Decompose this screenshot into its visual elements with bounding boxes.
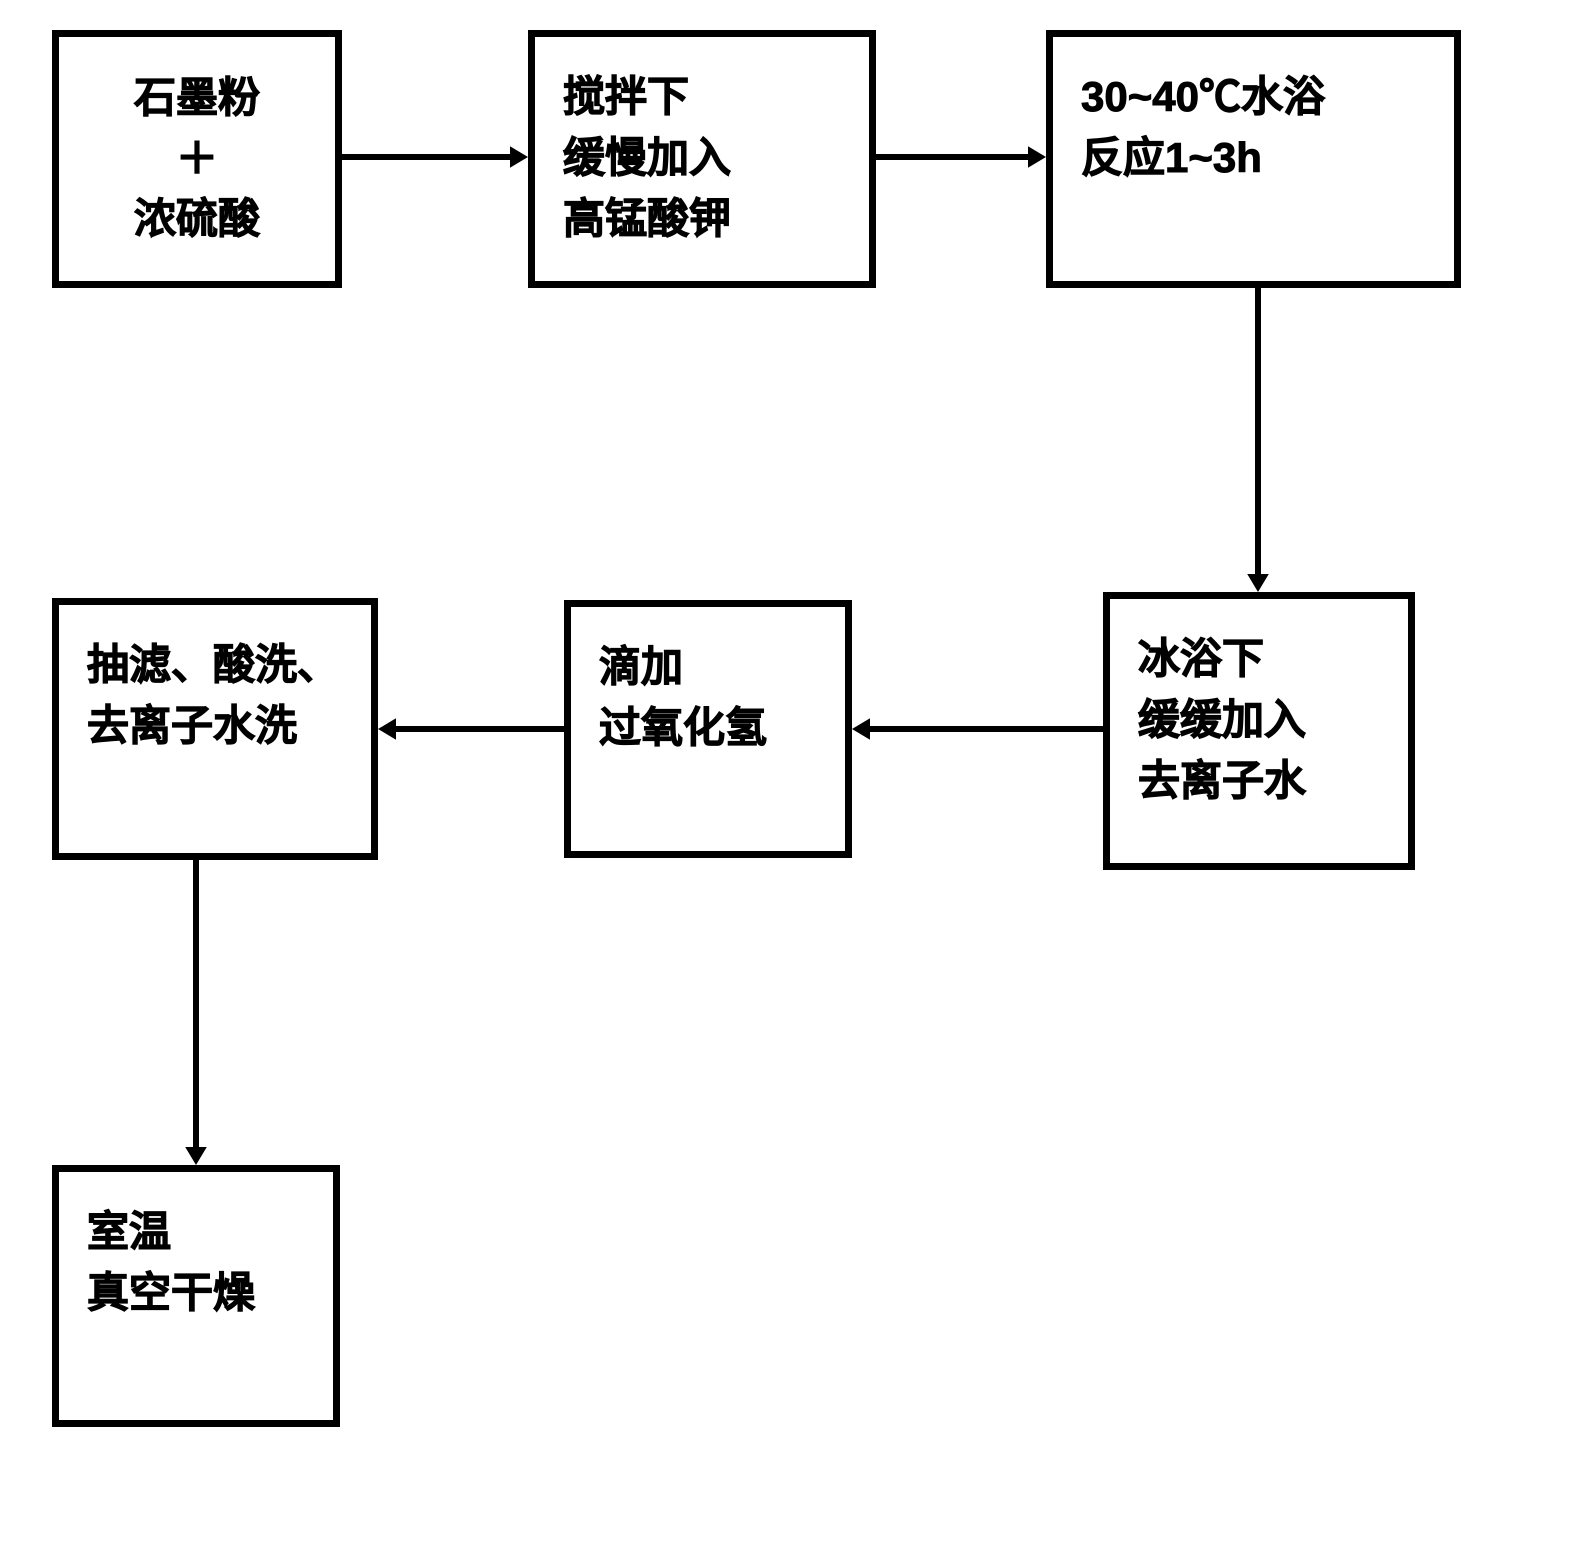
flow-node-step7: 室温 真空干燥 [52, 1165, 340, 1427]
flow-node-step3: 30~40℃水浴 反应1~3h [1046, 30, 1461, 288]
flow-node-label-step5: 滴加 过氧化氢 [599, 637, 767, 759]
arrow-head-icon [510, 146, 528, 168]
flow-node-step2: 搅拌下 缓慢加入 高锰酸钾 [528, 30, 876, 288]
flow-node-label-step4: 冰浴下 缓缓加入 去离子水 [1138, 629, 1306, 812]
flow-node-step5: 滴加 过氧化氢 [564, 600, 852, 858]
flow-node-label-step1: 石墨粉 ＋ 浓硫酸 [134, 68, 260, 251]
flow-node-step4: 冰浴下 缓缓加入 去离子水 [1103, 592, 1415, 870]
flow-node-label-step6: 抽滤、酸洗、 去离子水洗 [87, 635, 339, 757]
arrow-head-icon [1028, 146, 1046, 168]
flow-node-label-step3: 30~40℃水浴 反应1~3h [1081, 67, 1325, 189]
arrow-head-icon [852, 718, 870, 740]
flowchart-canvas: 石墨粉 ＋ 浓硫酸 搅拌下 缓慢加入 高锰酸钾 30~40℃水浴 反应1~3h … [0, 0, 1594, 1543]
flow-node-label-step7: 室温 真空干燥 [87, 1202, 255, 1324]
flow-node-step1: 石墨粉 ＋ 浓硫酸 [52, 30, 342, 288]
flow-node-step6: 抽滤、酸洗、 去离子水洗 [52, 598, 378, 860]
flow-node-label-step2: 搅拌下 缓慢加入 高锰酸钾 [563, 67, 731, 250]
arrow-head-icon [1247, 574, 1269, 592]
arrow-head-icon [185, 1147, 207, 1165]
arrow-head-icon [378, 718, 396, 740]
